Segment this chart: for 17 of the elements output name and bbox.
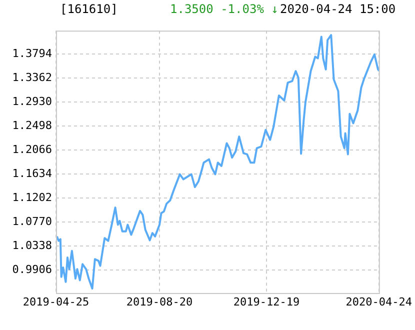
text: 2020-04-24 15:00 (280, 1, 396, 18)
y-tick-label: 1.3362 (12, 71, 52, 84)
text: 1.3500 -1.03% ↓ (170, 1, 278, 18)
y-tick-label: 1.0338 (12, 238, 52, 252)
y-tick-label: 1.2930 (12, 95, 52, 108)
x-tick-label: 2019-08-20 (126, 295, 193, 308)
y-tick-label: 1.2066 (12, 142, 52, 156)
y-tick-label: 0.9906 (12, 262, 52, 276)
y-tick-label: 1.0770 (12, 214, 52, 228)
chart-title: [161610] (60, 1, 118, 18)
x-tick-label: 2020-04-24 (346, 295, 412, 308)
x-tick-label: 2019-12-19 (233, 295, 300, 308)
y-tick-label: 1.3794 (12, 47, 52, 60)
y-tick-label: 1.2498 (12, 118, 52, 132)
y-tick-label: 1.1202 (12, 190, 52, 204)
x-tick-label: 2019-04-25 (22, 295, 90, 308)
y-tick-label: 1.1634 (12, 166, 52, 180)
